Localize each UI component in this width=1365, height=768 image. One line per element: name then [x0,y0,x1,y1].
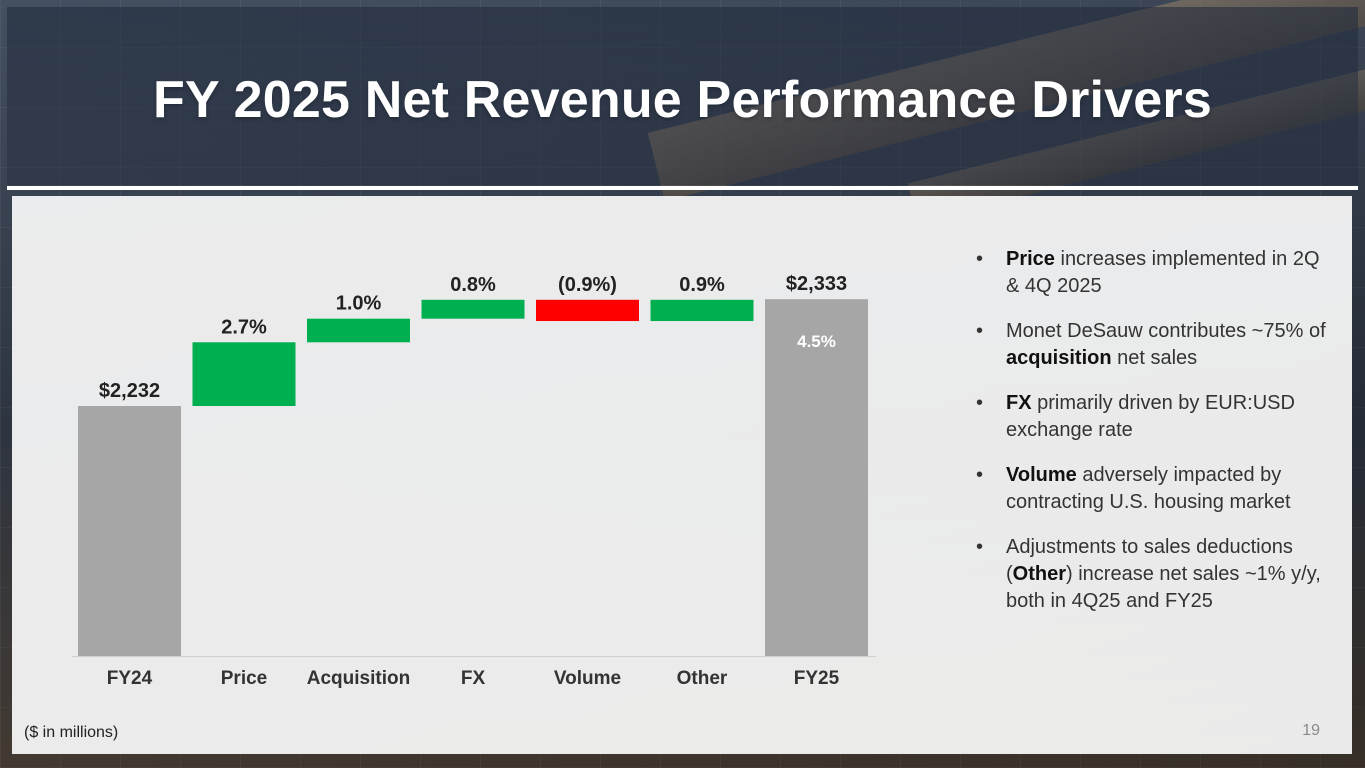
bar-price [192,342,296,406]
content-panel [12,196,1352,754]
units-footnote: ($ in millions) [24,724,119,741]
data-label-other: 0.9% [679,274,725,296]
bullet-item: • FX primarily driven by EUR:USD exchange… [976,390,1336,444]
title-divider [7,186,1358,190]
data-label-fx: 0.8% [450,274,496,296]
bar-acquisition [307,318,410,343]
bullet-keyword: Volume [1006,464,1077,486]
x-tick-label-price: Price [221,668,267,689]
bar-fy25 [765,299,868,656]
page-number: 19 [1302,722,1320,739]
x-tick-label-fy24: FY24 [107,668,153,689]
title-band [7,7,1358,185]
bar-fy24 [78,406,181,656]
bullet-keyword: Other [1012,563,1067,585]
bullet-symbol: • [976,536,984,558]
bullet-keyword: FX [1006,392,1032,414]
data-label-fy25: $2,333 [786,273,847,295]
bullet-symbol: • [976,248,984,270]
bar-fx [421,299,525,319]
bullet-text: ) increase net sales ~1% y/y, both in 4Q… [1006,563,1321,612]
bar-other [650,299,754,322]
bullet-symbol: • [976,392,984,414]
data-label-acquisition: 1.0% [336,293,382,315]
page-title: FY 2025 Net Revenue Performance Drivers [153,71,1212,129]
bullet-symbol: • [976,320,984,342]
bullet-text: primarily driven by EUR:USD exchange rat… [1006,392,1295,441]
bullet-text: Adjustments to sales deductions ( [1006,536,1293,585]
bullet-item: • Adjustments to sales deductions (Other)… [976,534,1336,615]
bullet-symbol: • [976,464,984,486]
x-tick-label-fy25: FY25 [794,668,840,689]
bullet-text: increases implemented in 2Q & 4Q 2025 [1006,248,1320,297]
bullet-item: • Price increases implemented in 2Q & 4Q … [976,246,1336,300]
commentary-bullets: • Price increases implemented in 2Q & 4Q … [976,246,1336,633]
bullet-keyword: acquisition [1006,347,1112,369]
x-tick-label-volume: Volume [554,668,621,689]
bullet-text: adversely impacted by contracting U.S. h… [1006,464,1291,513]
data-label-fy24: $2,232 [99,380,160,402]
bullet-text: net sales [1111,347,1198,369]
x-tick-label-acquisition: Acquisition [307,668,410,689]
x-tick-label-other: Other [677,668,728,689]
bar-volume [536,299,639,322]
x-tick-label-fx: FX [461,668,486,689]
data-label-price: 2.7% [221,316,267,338]
data-label-volume: (0.9%) [558,274,617,296]
bullet-text: Monet DeSauw contributes ~75% of [1006,320,1326,342]
bullet-keyword: Price [1006,248,1055,270]
bullet-item: • Volume adversely impacted by contractin… [976,462,1336,516]
total-change-label: 4.5% [797,332,836,351]
bullet-item: • Monet DeSauw contributes ~75% of acquis… [976,318,1336,372]
